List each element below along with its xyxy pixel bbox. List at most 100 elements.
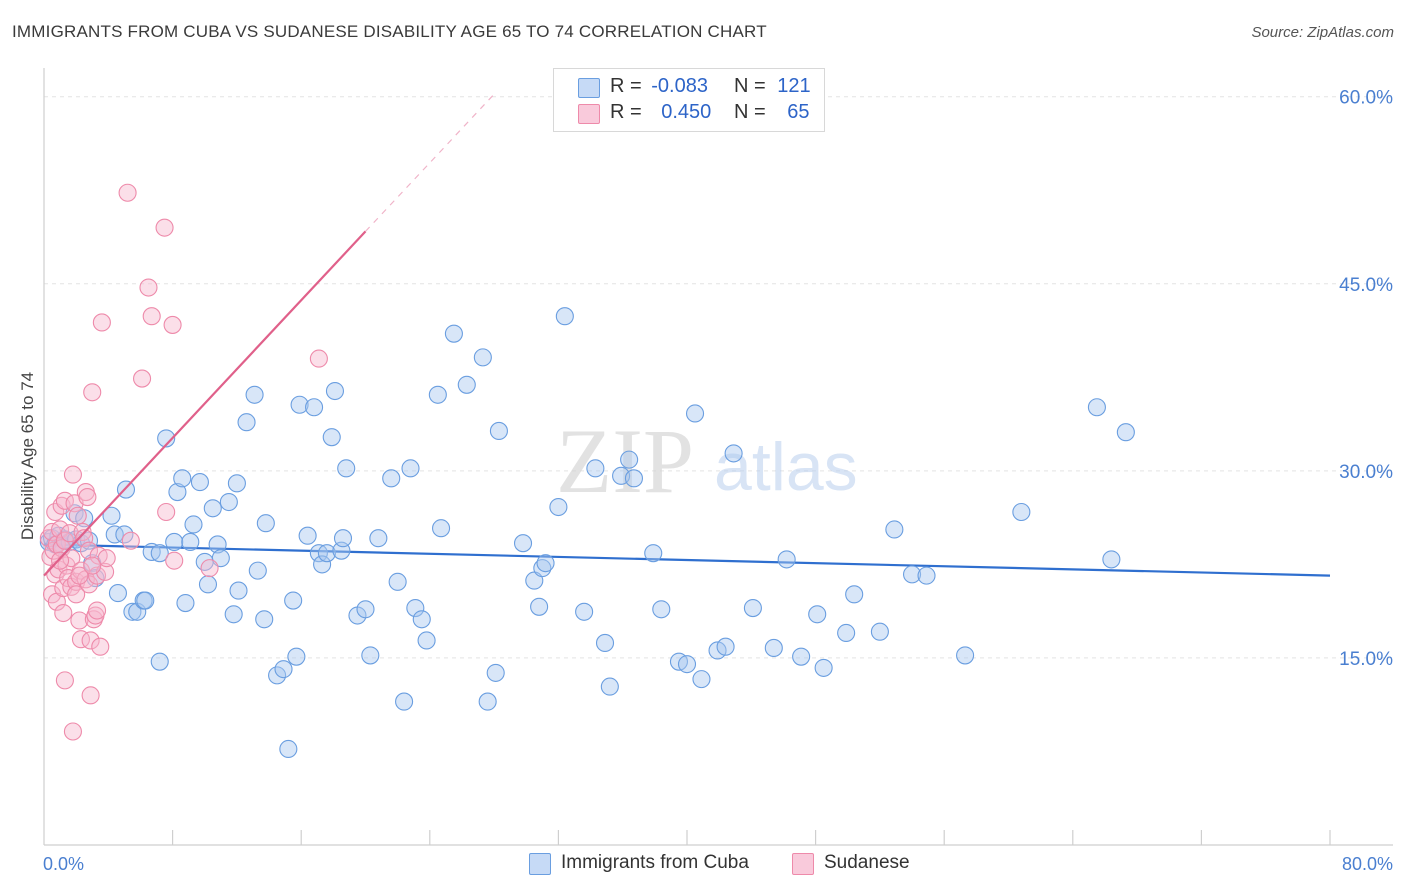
axes (43, 68, 1393, 846)
data-point-cuba (237, 413, 256, 432)
data-point-cuba (530, 597, 549, 616)
data-point-cuba (245, 385, 264, 404)
watermark-atlas: atlas (714, 429, 858, 505)
data-point-sudanese (62, 549, 81, 568)
data-point-cuba (284, 591, 303, 610)
data-point-cuba (229, 581, 248, 600)
data-point-cuba (808, 605, 827, 624)
data-point-cuba (837, 623, 856, 643)
data-point-sudanese (81, 686, 100, 705)
data-point-sudanese (79, 541, 99, 560)
data-point-cuba (150, 544, 169, 563)
data-point-cuba (1012, 502, 1031, 522)
data-point-cuba (417, 631, 436, 650)
data-point-cuba (486, 663, 505, 682)
data-point-sudanese (83, 383, 102, 402)
data-point-cuba (620, 450, 639, 469)
legend-swatch-cuba (578, 78, 600, 98)
data-point-sudanese (139, 278, 158, 297)
data-point-cuba (395, 692, 414, 711)
data-point-cuba (313, 555, 332, 574)
y-tick-label: 45.0% (1339, 275, 1393, 296)
data-point-sudanese (78, 487, 97, 507)
data-point-cuba (361, 646, 380, 665)
data-point-cuba (845, 585, 864, 604)
data-point-cuba (227, 474, 246, 493)
data-point-cuba (600, 677, 619, 696)
data-point-cuba (685, 404, 705, 423)
data-point-cuba (917, 566, 936, 585)
legend-n-value-cuba: 121 (777, 75, 811, 97)
data-point-sudanese (71, 630, 91, 649)
data-point-cuba (677, 655, 697, 674)
data-point-cuba (322, 428, 341, 447)
y-tick-label: 30.0% (1339, 462, 1393, 483)
legend-n-label: N = (734, 101, 766, 123)
data-point-cuba (652, 600, 671, 619)
x-tick-label-max: 80.0% (1342, 854, 1393, 874)
data-point-sudanese (67, 585, 86, 604)
data-point-cuba (136, 591, 155, 610)
data-point-cuba (208, 535, 227, 554)
data-point-sudanese (70, 611, 89, 630)
trendline-sudanese (43, 230, 367, 577)
data-point-cuba (478, 692, 497, 711)
data-point-sudanese (97, 549, 116, 568)
data-point-sudanese (54, 603, 73, 623)
data-point-sudanese (155, 218, 174, 237)
data-point-sudanese (81, 631, 100, 650)
data-point-sudanese (163, 315, 182, 334)
data-point-cuba (176, 594, 195, 613)
legend-box: R = -0.083 N = 121 R = 0.450 N = 65 (553, 68, 825, 132)
bottom-legend-label-sudanese: Sudanese (824, 852, 910, 873)
data-point-cuba (533, 559, 552, 578)
data-point-cuba (432, 519, 451, 538)
data-point-cuba (157, 429, 176, 448)
legend-r-label: R = (610, 75, 642, 97)
data-point-cuba (255, 610, 274, 629)
data-point-cuba (1087, 398, 1106, 417)
data-point-cuba (274, 660, 293, 679)
data-point-sudanese (200, 559, 219, 578)
data-point-sudanese (309, 349, 328, 368)
data-point-cuba (356, 600, 375, 619)
legend-n-label: N = (734, 75, 766, 97)
data-point-cuba (536, 554, 555, 573)
data-points (39, 93, 1135, 759)
data-point-cuba (586, 459, 605, 478)
data-point-cuba (279, 739, 298, 759)
data-point-cuba (184, 515, 203, 534)
data-point-sudanese (70, 566, 89, 585)
data-point-cuba (305, 398, 324, 417)
data-point-cuba (1102, 550, 1121, 569)
data-point-sudanese (63, 465, 82, 484)
data-point-cuba (190, 473, 209, 492)
data-point-cuba (902, 565, 922, 584)
data-point-sudanese (142, 307, 161, 326)
data-point-sudanese (55, 671, 74, 690)
legend-r-label: R = (610, 101, 642, 123)
trendline-cuba (43, 543, 1331, 577)
data-point-cuba (406, 598, 425, 618)
data-point-cuba (256, 514, 275, 533)
data-point-cuba (792, 647, 811, 666)
data-point-cuba (885, 520, 904, 539)
data-point-sudanese (133, 369, 152, 388)
data-point-cuba (716, 637, 735, 656)
data-point-cuba (181, 532, 200, 551)
data-point-cuba (287, 647, 306, 666)
data-point-cuba (624, 469, 644, 488)
data-point-sudanese (157, 502, 176, 522)
bottom-legend-swatch-cuba (529, 853, 551, 875)
legend-swatch-sudanese (578, 104, 600, 124)
x-tick-label-min: 0.0% (43, 854, 84, 874)
data-point-sudanese (51, 520, 70, 539)
data-point-cuba (412, 610, 431, 629)
data-point-sudanese (91, 637, 110, 656)
data-point-cuba (555, 307, 574, 326)
data-point-cuba (513, 534, 533, 553)
data-point-sudanese (60, 524, 79, 543)
data-point-cuba (248, 561, 267, 580)
data-point-sudanese (87, 601, 107, 620)
